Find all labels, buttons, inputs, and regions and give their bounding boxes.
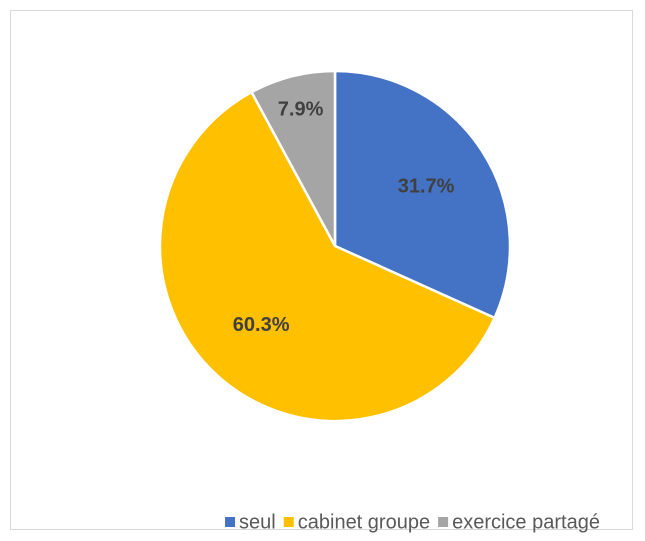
pie-slice bbox=[158, 90, 497, 423]
pie-slice bbox=[249, 69, 337, 247]
data-label: 7.9% bbox=[278, 99, 324, 121]
data-label: 31.7% bbox=[398, 175, 455, 197]
legend-swatch bbox=[438, 517, 449, 527]
pie-slice bbox=[333, 69, 512, 320]
legend-swatch bbox=[225, 517, 236, 527]
legend-label: cabinet groupe bbox=[298, 511, 430, 533]
legend-label: exercice partagé bbox=[452, 511, 600, 533]
legend-swatch bbox=[283, 517, 294, 527]
data-label: 60.3% bbox=[233, 314, 290, 336]
legend-label: seul bbox=[239, 511, 276, 533]
